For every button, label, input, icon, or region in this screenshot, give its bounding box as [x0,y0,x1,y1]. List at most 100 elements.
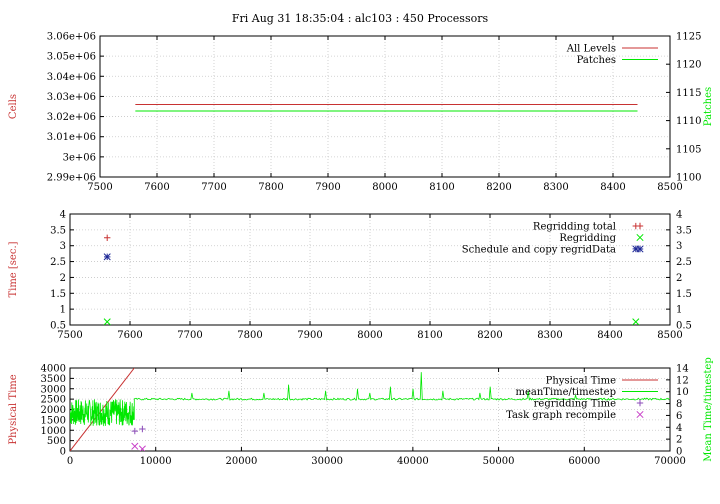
y-tick-label: 4000 [41,364,66,375]
legend-marker [636,245,644,253]
y-tick-label: 3000 [41,384,66,395]
y-tick-label: 3.04e+06 [47,72,96,83]
legend-label: Regridding [559,233,616,244]
panel-3: 0 10000 20000 30000 40000 50000 60000 700000500… [8,357,714,467]
y2-tick-label: 1 [676,305,682,316]
y2-tick-label: 12 [676,375,689,386]
legend-label: Patches [577,55,616,66]
x-tick-label: 7600 [144,182,169,193]
y2-tick-label: 3.5 [676,225,692,236]
x-tick-label: 60000 [568,456,600,467]
y2-tick-label: 8 [676,399,682,410]
y-tick-label: 3500 [41,374,66,385]
x-tick-label: 8500 [657,330,682,341]
y2-tick-label: 1100 [676,173,701,184]
panel-2: 7500 7600 7700 7800 7900 8000 8100 8200 8300 8400… [8,210,692,342]
panel-1: 7500 7600 7700 7800 7900 8000 8100 8200 8300 8400… [8,32,714,194]
y2-tick-label: 1105 [676,144,701,155]
series-regridding-total-point [104,234,111,241]
y2-tick-label: 10 [676,387,689,398]
series-regridding-time-point [131,427,139,435]
x-tick-label: 20000 [226,456,258,467]
x-tick-label: 8000 [357,330,382,341]
y-tick-label: 1000 [41,426,66,437]
y-tick-label: 3e+06 [63,152,96,163]
x-tick-label: 8100 [417,330,442,341]
x-tick-label: 7500 [57,330,82,341]
x-tick-label: 70000 [654,456,686,467]
x-tick-label: 8400 [597,330,622,341]
legend-marker [636,233,644,242]
x-tick-label: 8400 [600,182,625,193]
y-tick-label: 3.06e+06 [47,32,96,43]
x-tick-label: 7800 [258,182,283,193]
y2-axis-label: Mean Time/timestep [703,357,714,461]
x-tick-label: 7500 [87,182,112,193]
y2-tick-label: 3 [676,241,682,252]
y2-tick-label: 0 [676,447,682,458]
x-tick-label: 50000 [483,456,515,467]
x-tick-label: 7900 [297,330,322,341]
y-tick-label: 4 [60,210,66,221]
y2-tick-label: 1115 [676,88,701,99]
plot-frame [99,35,671,178]
y-tick-label: 1.5 [50,289,66,300]
y2-tick-label: 4 [676,423,682,434]
y2-tick-label: 2 [676,435,682,446]
legend-marker [636,399,644,407]
series-regridding-time-point [139,425,146,433]
y-tick-label: 0.5 [50,321,66,332]
series-regridding-point [632,318,640,325]
x-tick-label: 7700 [177,330,202,341]
x-tick-label: 0 [67,456,73,467]
legend-marker [636,410,644,419]
y2-tick-label: 4 [676,210,682,221]
legend-label: meanTime/timestep [515,387,616,398]
y-tick-label: 2000 [41,405,66,416]
x-tick-label: 7800 [237,330,262,341]
legend-label: All Levels [566,44,616,55]
x-tick-label: 8500 [657,182,682,193]
legend-label: Physical Time [546,376,616,387]
y-tick-label: 3.01e+06 [47,132,96,143]
plot-area [70,368,670,451]
x-tick-label: 7600 [117,330,142,341]
y2-tick-label: 2.5 [676,257,692,268]
x-tick-label: 40000 [397,456,429,467]
y-tick-label: 0 [60,447,66,458]
y-tick-label: 3.03e+06 [47,92,96,103]
legend-label: regridding Time [534,399,616,410]
y-axis-label: Time [sec.] [8,241,19,297]
y-tick-label: 3.05e+06 [47,52,96,63]
series-task-graph-recompile-point [131,442,139,450]
y-tick-label: 2.5 [50,257,66,268]
y-tick-label: 2.99e+06 [47,173,96,184]
x-tick-label: 8200 [486,182,511,193]
plot-frame [69,213,671,326]
x-tick-label: 8000 [372,182,397,193]
y-tick-label: 3.5 [50,225,66,236]
series-physical-time [70,368,135,451]
y-tick-label: 1 [60,305,66,316]
y-tick-label: 500 [47,436,66,447]
legend-label: Regridding total [533,222,616,233]
legend-marker [636,222,644,230]
series-task-graph-recompile-point [138,445,146,451]
y-tick-label: 3 [60,241,66,252]
y2-tick-label: 6 [676,411,682,422]
series-schedule-and-copy-regriddata-point [103,253,111,261]
y2-tick-label: 14 [676,364,689,375]
legend-label: Schedule and copy regridData [462,245,616,256]
legend-label: Task graph recompile [506,410,616,421]
y-tick-label: 1500 [41,415,66,426]
y2-tick-label: 1120 [676,60,701,71]
x-tick-label: 7700 [201,182,226,193]
x-tick-label: 8200 [477,330,502,341]
series-schedule-and-copy-regriddata-point [632,245,640,253]
y2-tick-label: 1110 [676,116,701,127]
chart-title: Fri Aug 31 18:35:04 : alc103 : 450 Proce… [232,12,489,25]
y-tick-label: 2 [60,273,66,284]
y-axis-label: Cells [8,94,19,119]
x-tick-label: 8300 [537,330,562,341]
